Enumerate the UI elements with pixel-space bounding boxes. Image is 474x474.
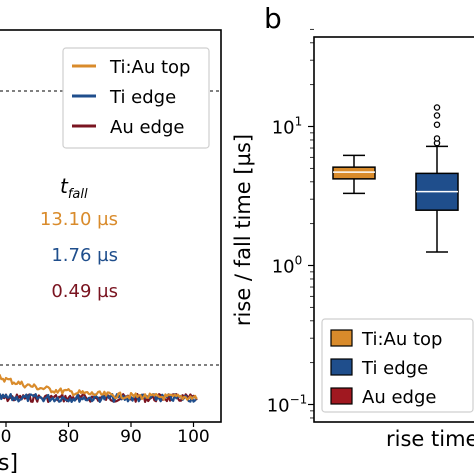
t-fall-annotation: tfall 13.10 µs 1.76 µs 0.49 µs [40, 174, 118, 302]
box-outlier [433, 104, 441, 111]
panel-b-y-tick-label: 100 [272, 254, 303, 278]
panel-a-trace-1 [0, 392, 198, 403]
panel-a: 0 80 90 100 s] Ti:Au top Ti edge Au edge tfal… [0, 29, 222, 474]
panel-a-legend-box [62, 47, 210, 149]
panel-a-legend: Ti:Au top Ti edge Au edge [62, 47, 210, 149]
panel-b-y-tick-label: 10−1 [267, 393, 308, 417]
panel-a-tfall-value: 0.49 µs [51, 281, 118, 302]
t-fall-label-main: t [60, 174, 69, 198]
t-fall-label-subscript: fall [68, 187, 88, 202]
panel-a-x-label: s] [0, 451, 18, 474]
box-1 [415, 104, 459, 253]
panel-b-y-tick-label: 101 [272, 115, 303, 139]
panel-b-legend: Ti:Au top Ti edge Au edge [321, 318, 474, 413]
panel-b-legend-label: Au edge [362, 387, 436, 408]
panel-a-x-tick-label: 100 [177, 427, 209, 447]
panel-a-x-tick-label: 90 [120, 427, 142, 447]
box-outlier [433, 112, 441, 119]
panel-a-tfall-value: 13.10 µs [40, 209, 118, 230]
panel-a-legend-label: Ti edge [109, 87, 176, 108]
panel-a-x-tick-partial: 0 [1, 427, 12, 447]
panel-a-legend-label: Ti:Au top [109, 57, 190, 78]
panel-a-traces [0, 373, 198, 403]
panel-a-x-ticks: 0 80 90 100 [1, 422, 210, 447]
panel-a-legend-label: Au edge [110, 117, 184, 138]
panel-a-trace-2 [0, 373, 198, 401]
panel-b-legend-label: Ti edge [361, 358, 428, 379]
panel-b-legend-label: Ti:Au top [361, 329, 442, 350]
box-outlier [433, 121, 441, 128]
panel-a-tfall-value: 1.76 µs [51, 245, 118, 266]
panel-b-y-ticks: 101 100 10−1 [267, 28, 314, 419]
panel-b: b 101 100 10−1 rise / fall time [µs] rise … [231, 2, 474, 451]
panel-b-x-label: rise time [386, 427, 474, 451]
panel-b-legend-box [321, 318, 474, 413]
panel-b-legend-swatch [330, 329, 353, 347]
panel-b-legend-swatch [330, 387, 353, 405]
box-outlier [433, 135, 441, 142]
panel-b-y-label: rise / fall time [µs] [231, 134, 255, 326]
panel-b-boxes [332, 104, 459, 253]
box-iqr [332, 166, 376, 180]
t-fall-label: tfall [60, 174, 88, 202]
panel-a-x-tick-label: 80 [58, 427, 80, 447]
box-0 [332, 154, 376, 195]
panel-b-frame [313, 36, 474, 423]
panel-a-frame [0, 29, 222, 423]
panel-b-legend-swatch [330, 358, 353, 376]
panel-b-label: b [264, 2, 282, 35]
